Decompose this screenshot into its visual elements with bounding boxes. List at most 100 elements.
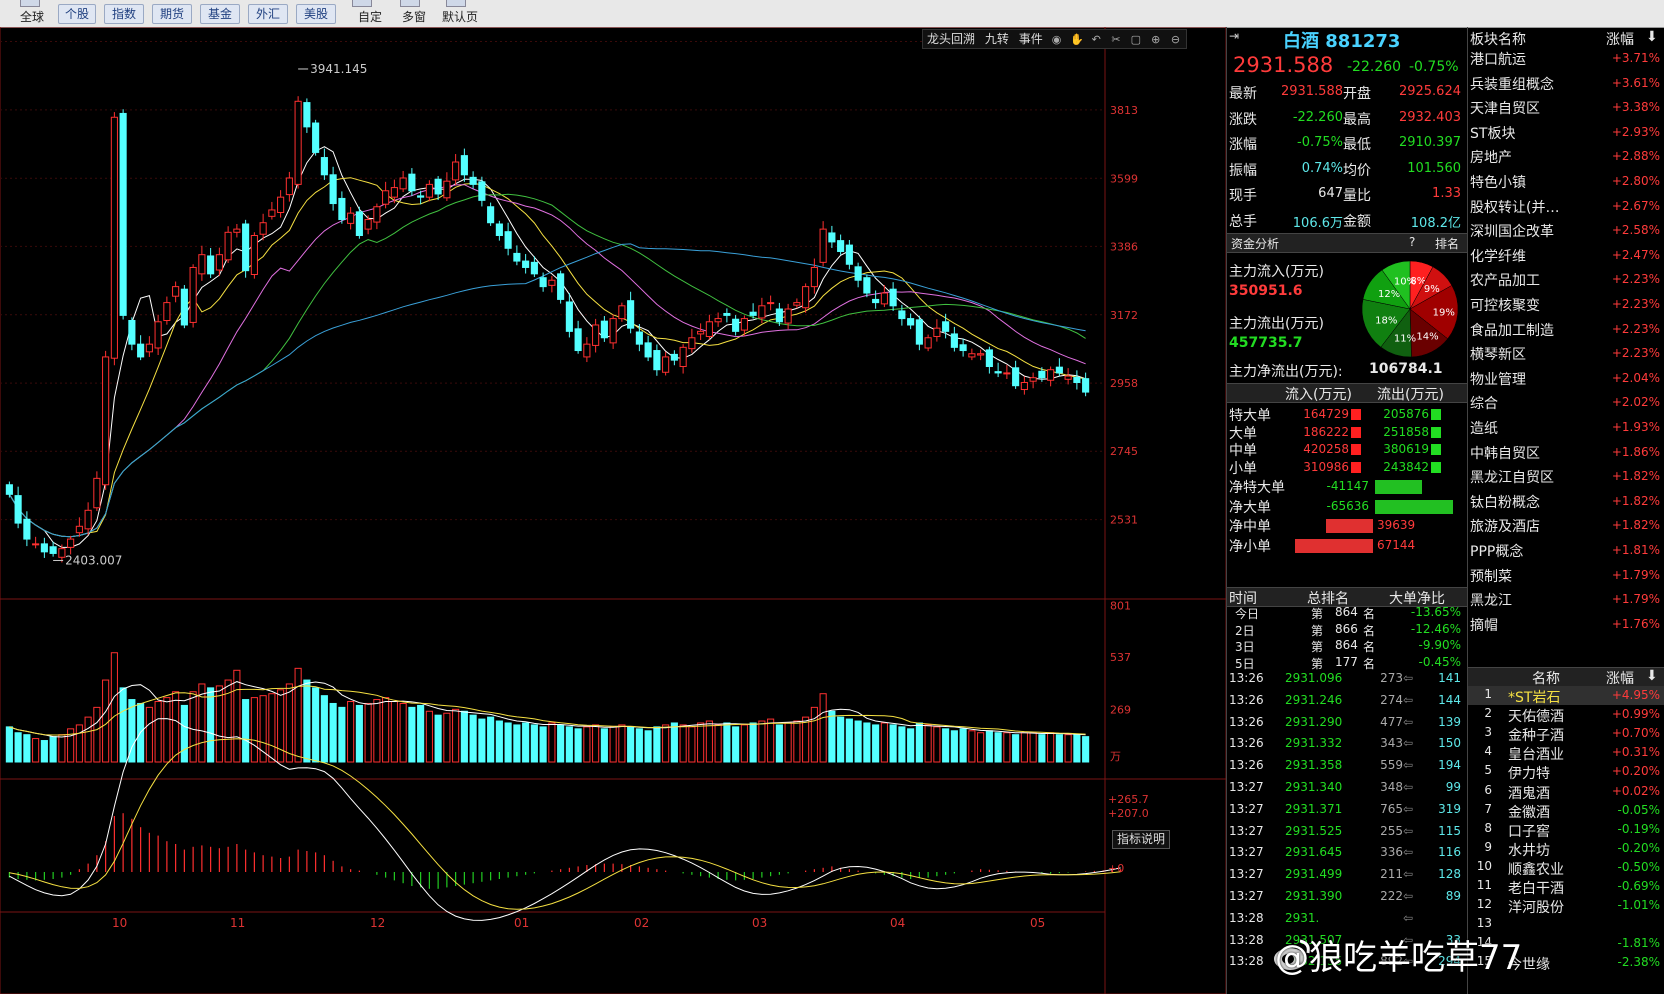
stock-name[interactable]: 金徽酒 xyxy=(1508,804,1550,821)
sort-down-icon-2[interactable]: ⬇ xyxy=(1646,668,1658,684)
stock-change-col[interactable]: 涨幅 xyxy=(1606,671,1634,687)
candle-body xyxy=(224,231,232,261)
stock-name[interactable]: 皇台酒业 xyxy=(1508,747,1564,764)
candle-body xyxy=(207,255,215,275)
leader-review-label[interactable]: 龙头回溯 xyxy=(927,32,976,46)
sector-name[interactable]: 黑龙江自贸区 xyxy=(1470,470,1554,487)
stock-name[interactable]: 老白干酒 xyxy=(1508,881,1564,897)
candle-body xyxy=(49,546,57,554)
sector-name[interactable]: 黑龙江 xyxy=(1470,593,1512,610)
sector-name[interactable]: 综合 xyxy=(1470,396,1498,413)
event-label[interactable]: 事件 xyxy=(1018,32,1043,46)
sector-name-col[interactable]: 板块名称 xyxy=(1470,32,1526,48)
candle-body xyxy=(285,177,293,196)
candle-body xyxy=(907,318,915,326)
sector-name[interactable]: ST板块 xyxy=(1470,125,1516,142)
candle-body xyxy=(425,183,433,198)
volume-bar xyxy=(75,724,83,763)
candle-body xyxy=(443,180,451,199)
zoom-out-icon[interactable]: ⊖ xyxy=(1170,33,1181,46)
tick-volume: 255 xyxy=(1380,823,1403,838)
stock-name[interactable]: 酒鬼酒 xyxy=(1508,785,1550,802)
zoom-in-icon[interactable]: ⊕ xyxy=(1151,33,1161,46)
sector-name[interactable]: 预制菜 xyxy=(1470,568,1512,585)
rank-button[interactable]: 排名 xyxy=(1435,237,1460,251)
stock-button[interactable]: 个股 xyxy=(58,4,96,24)
sector-name[interactable]: 港口航运 xyxy=(1470,52,1526,68)
main-net-outflow-label: 主力净流出(万元): xyxy=(1229,364,1343,380)
volume-bar xyxy=(802,716,810,763)
forex-button[interactable]: 外汇 xyxy=(248,4,288,24)
sector-name[interactable]: 中韩自贸区 xyxy=(1470,445,1540,462)
sector-name[interactable]: 特色小镇 xyxy=(1470,175,1526,191)
sector-name[interactable]: 可控核聚变 xyxy=(1470,298,1540,314)
sector-name[interactable]: 房地产 xyxy=(1470,150,1512,167)
copy-icon[interactable]: ▢ xyxy=(1130,33,1142,46)
pin-icon[interactable]: ⇥ xyxy=(1229,29,1240,43)
sector-name[interactable]: 兵装重组概念 xyxy=(1470,76,1554,93)
flow-in-bar xyxy=(1351,461,1361,473)
kline-chart[interactable]: 4027381335993386317229582745253180153726… xyxy=(0,27,1226,994)
candle-body xyxy=(154,321,162,349)
sector-name[interactable]: 天津自贸区 xyxy=(1470,101,1540,118)
futures-button[interactable]: 期货 xyxy=(152,4,192,24)
eye-icon[interactable]: ◉ xyxy=(1051,33,1062,46)
candle-body xyxy=(1020,381,1028,391)
sector-name[interactable]: 摘帽 xyxy=(1470,617,1498,634)
flow-out-value: 205876 xyxy=(1383,407,1429,421)
volume-bar xyxy=(600,728,608,763)
stock-name[interactable]: 水井坊 xyxy=(1508,842,1550,859)
stock-name[interactable]: *ST岩石 xyxy=(1508,690,1561,706)
stock-name[interactable]: 口子窖 xyxy=(1508,823,1550,840)
stock-change: +0.20% xyxy=(1611,764,1660,779)
sector-name[interactable]: 化学纤维 xyxy=(1470,248,1526,265)
candle-body xyxy=(705,321,713,337)
tick-arrow-icon: ⇦ xyxy=(1403,801,1414,816)
custom-label[interactable]: 自定 xyxy=(358,10,383,24)
sector-name[interactable]: 造纸 xyxy=(1470,421,1498,437)
sector-name[interactable]: 食品加工制造 xyxy=(1470,322,1554,339)
stock-name[interactable]: 天佑德酒 xyxy=(1508,709,1564,726)
sector-name[interactable]: 农产品加工 xyxy=(1470,273,1540,290)
stock-name-col[interactable]: 名称 xyxy=(1532,671,1560,687)
sector-name[interactable]: 钛白粉概念 xyxy=(1470,494,1540,511)
candle-body xyxy=(950,333,958,348)
stock-name[interactable]: 顺鑫农业 xyxy=(1508,861,1564,878)
indicator-description-button[interactable]: 指标说明 xyxy=(1112,830,1171,849)
help-icon[interactable]: ? xyxy=(1409,235,1416,249)
multiwindow-label[interactable]: 多窗 xyxy=(402,10,427,24)
stock-name[interactable]: 今世缘 xyxy=(1508,957,1550,974)
stock-name[interactable]: 洋河股份 xyxy=(1508,900,1564,917)
volume-bar xyxy=(828,710,836,763)
candle-body xyxy=(373,206,381,223)
candle-body xyxy=(688,337,696,350)
sector-change-col[interactable]: 涨幅 xyxy=(1606,32,1634,48)
crop-icon[interactable]: ✂ xyxy=(1111,33,1121,46)
us-stock-button[interactable]: 美股 xyxy=(296,4,336,24)
default-page-label[interactable]: 默认页 xyxy=(442,10,479,24)
sector-name[interactable]: 物业管理 xyxy=(1470,371,1526,388)
macd-dea-line xyxy=(9,738,1121,910)
stock-name[interactable]: 金种子酒 xyxy=(1508,728,1564,745)
stock-name[interactable]: 伊力特 xyxy=(1508,766,1550,783)
volume-bar xyxy=(434,714,442,763)
candle-body xyxy=(417,195,425,198)
sector-name[interactable]: 深圳国企改革 xyxy=(1470,224,1554,241)
undo-icon[interactable]: ↶ xyxy=(1091,33,1101,46)
candle-body xyxy=(1038,370,1046,379)
sort-down-icon[interactable]: ⬇ xyxy=(1646,29,1658,45)
sector-name[interactable]: 横琴新区 xyxy=(1470,347,1526,364)
candle-body xyxy=(382,190,390,205)
sector-name[interactable]: PPP概念 xyxy=(1470,544,1524,560)
hand-icon[interactable]: ✋ xyxy=(1070,33,1085,46)
fund-button[interactable]: 基金 xyxy=(200,4,240,24)
global-label[interactable]: 全球 xyxy=(20,10,45,24)
sector-change: +2.67% xyxy=(1611,198,1660,213)
sector-name[interactable]: 旅游及酒店 xyxy=(1470,519,1540,536)
nine-turn-label[interactable]: 九转 xyxy=(984,32,1009,46)
candle-body xyxy=(959,344,967,352)
volume-bar xyxy=(985,730,993,763)
tick-count: 139 xyxy=(1438,714,1461,729)
index-button[interactable]: 指数 xyxy=(104,4,144,24)
sector-name[interactable]: 股权转让(并… xyxy=(1470,199,1560,216)
